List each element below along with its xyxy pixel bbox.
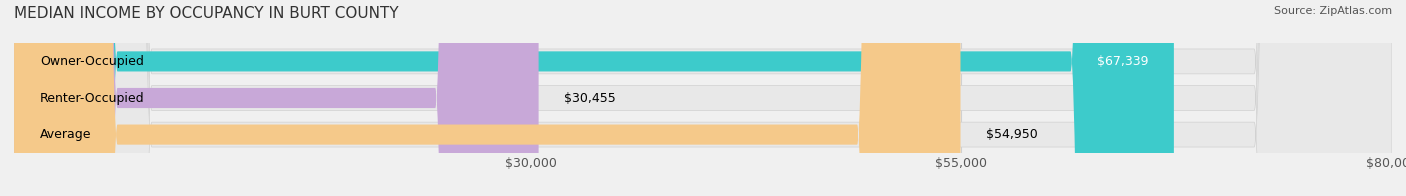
Text: Average: Average: [39, 128, 91, 141]
FancyBboxPatch shape: [14, 0, 1392, 196]
FancyBboxPatch shape: [14, 0, 1392, 196]
Text: Source: ZipAtlas.com: Source: ZipAtlas.com: [1274, 6, 1392, 16]
Text: $67,339: $67,339: [1097, 55, 1149, 68]
FancyBboxPatch shape: [14, 0, 538, 196]
Text: $30,455: $30,455: [564, 92, 616, 104]
FancyBboxPatch shape: [14, 0, 960, 196]
Text: Renter-Occupied: Renter-Occupied: [39, 92, 145, 104]
FancyBboxPatch shape: [14, 0, 1174, 196]
FancyBboxPatch shape: [14, 0, 1392, 196]
Text: Owner-Occupied: Owner-Occupied: [39, 55, 143, 68]
Text: MEDIAN INCOME BY OCCUPANCY IN BURT COUNTY: MEDIAN INCOME BY OCCUPANCY IN BURT COUNT…: [14, 6, 399, 21]
Text: $54,950: $54,950: [987, 128, 1038, 141]
